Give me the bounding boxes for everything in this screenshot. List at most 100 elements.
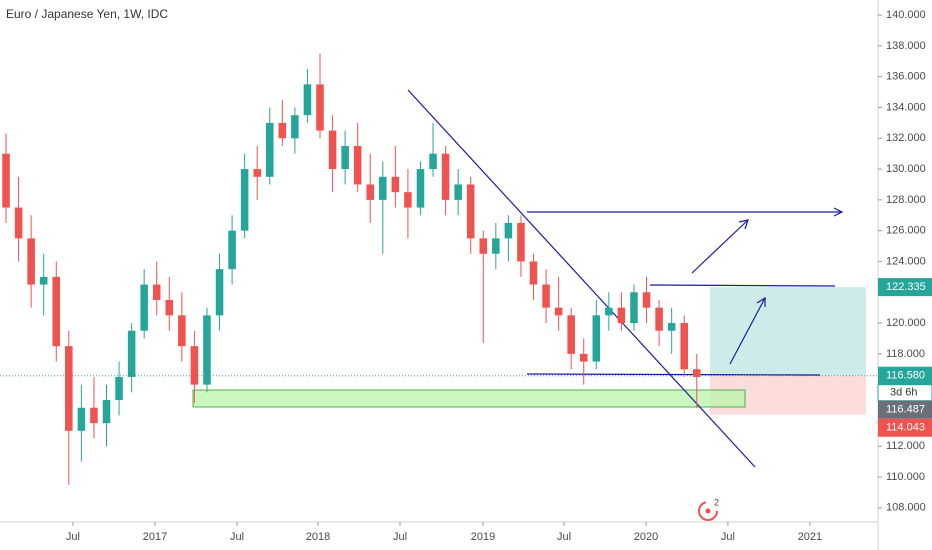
candle-body: [642, 292, 651, 308]
logo-dot: [705, 508, 711, 514]
y-tick-label: 120.000: [886, 317, 926, 329]
candle-body: [228, 230, 236, 270]
y-tick-label: 138.000: [886, 40, 926, 52]
candle-body: [416, 169, 425, 208]
x-tick-label: Jul: [66, 531, 80, 543]
y-tick-label: 124.000: [886, 255, 926, 267]
y-tick-label: 110.000: [886, 471, 925, 483]
y-tick-label: 134.000: [886, 101, 926, 113]
y-tick-label: 140.000: [886, 9, 926, 21]
candle-body: [353, 145, 362, 185]
chart-title: Euro / Japanese Yen, 1W, IDC: [6, 7, 168, 21]
candle-body: [265, 122, 274, 177]
candle-body: [90, 407, 98, 424]
candle-body: [291, 115, 299, 139]
candle-body: [178, 315, 186, 347]
candle-body: [379, 176, 387, 200]
arrow-head: [833, 207, 844, 217]
candle-body: [529, 261, 538, 285]
candle-body: [39, 276, 48, 285]
candle-body: [303, 84, 312, 116]
target-label-bg: [878, 278, 932, 297]
candle-body: [65, 346, 73, 431]
countdown: 3d 6h: [890, 387, 918, 399]
candle-body: [278, 122, 287, 139]
resistance-line: [649, 284, 836, 287]
candle-body: [404, 192, 412, 208]
candle-body: [630, 292, 638, 324]
candle-body: [542, 284, 550, 308]
arrow: [729, 297, 766, 365]
candle-body: [102, 400, 111, 424]
x-tick-label: 2019: [471, 531, 495, 543]
bid-label: 116.487: [886, 404, 925, 416]
candle-body: [115, 376, 123, 401]
x-tick-label: Jul: [557, 531, 571, 543]
logo-icon[interactable]: [698, 501, 718, 521]
support-zone: [192, 389, 746, 408]
candle-body: [215, 269, 224, 316]
candle-body: [441, 153, 450, 200]
candle-body: [152, 284, 161, 300]
arrow-head: [756, 296, 766, 307]
candle-body: [554, 307, 563, 316]
candle-body: [479, 238, 488, 254]
candle-body: [429, 153, 437, 170]
stop-label: 114.043: [886, 422, 925, 434]
candle-body: [567, 315, 575, 354]
candle-body: [391, 176, 400, 193]
candle-body: [190, 346, 199, 385]
candle-body: [693, 369, 701, 377]
candle-body: [14, 207, 23, 239]
x-tick-label: 2018: [306, 531, 330, 543]
candle-body: [203, 315, 211, 385]
candle-body: [592, 315, 601, 362]
candle-body: [655, 307, 663, 331]
candle-body: [605, 307, 613, 316]
arrow-head: [738, 219, 749, 230]
x-tick-label: 2020: [634, 531, 658, 543]
y-tick-label: 128.000: [886, 194, 926, 206]
candle-body: [165, 299, 174, 316]
y-tick-label: 108.000: [886, 502, 926, 514]
candle-body: [27, 238, 35, 285]
candle-body: [341, 145, 349, 170]
profit-zone: [710, 287, 866, 376]
candle-body: [492, 238, 500, 254]
x-tick-label: Jul: [393, 531, 407, 543]
candle-body: [579, 353, 588, 362]
candle-body: [77, 407, 86, 431]
candle-body: [466, 184, 475, 239]
arrow: [691, 219, 749, 274]
candle-body: [517, 222, 525, 262]
x-tick-label: Jul: [230, 531, 244, 543]
y-tick-label: 118.000: [886, 348, 925, 360]
candle-body: [2, 153, 10, 208]
y-tick-label: 130.000: [886, 163, 926, 175]
candle-body: [667, 323, 676, 331]
candle-body: [253, 169, 261, 177]
target-label: 122.335: [886, 281, 926, 293]
y-tick-label: 112.000: [886, 440, 925, 452]
bid-label-bg: [878, 400, 932, 419]
x-tick-label: 2017: [143, 531, 167, 543]
candle-body: [504, 222, 513, 239]
entry-label-bg: [878, 366, 932, 385]
candle-body: [140, 284, 148, 331]
y-tick-label: 136.000: [886, 71, 926, 83]
x-tick-label: 2021: [798, 531, 822, 543]
candle-body: [52, 276, 61, 347]
candle-body: [127, 330, 136, 377]
x-tick-label: Jul: [721, 531, 735, 543]
candle-body: [316, 84, 324, 131]
candle-body: [454, 184, 462, 200]
entry-label: 116.580: [886, 370, 925, 382]
y-tick-label: 132.000: [886, 132, 926, 144]
support-line: [526, 373, 821, 376]
candle-body: [240, 169, 249, 231]
badge: 2: [714, 497, 719, 507]
candle-body: [617, 307, 626, 324]
stop-label-bg: [878, 418, 932, 437]
candle-body: [328, 130, 337, 170]
